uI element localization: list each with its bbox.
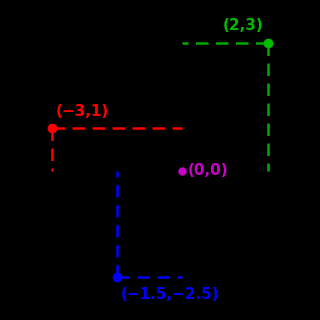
Text: (−3,1): (−3,1) bbox=[56, 104, 109, 119]
Text: (0,0): (0,0) bbox=[188, 163, 229, 178]
Text: (2,3): (2,3) bbox=[223, 18, 264, 33]
Text: (−1.5,−2.5): (−1.5,−2.5) bbox=[121, 287, 220, 302]
